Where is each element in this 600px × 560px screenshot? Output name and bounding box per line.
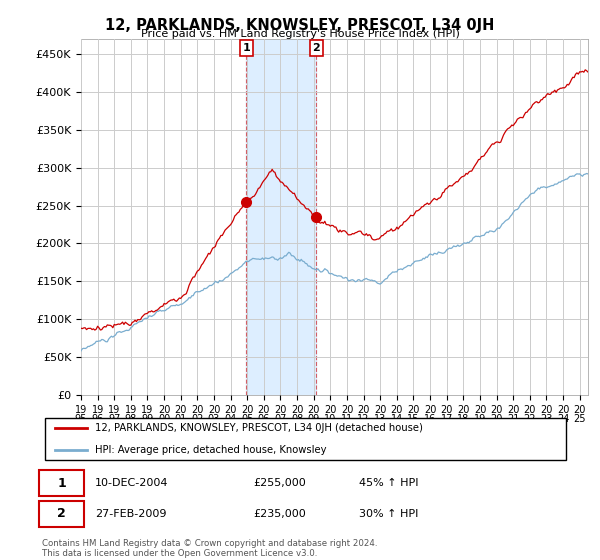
Text: 27-FEB-2009: 27-FEB-2009 [95, 509, 166, 519]
FancyBboxPatch shape [40, 501, 84, 527]
Text: 2: 2 [57, 507, 66, 520]
Bar [246, 39, 316, 395]
Text: HPI: Average price, detached house, Knowsley: HPI: Average price, detached house, Know… [95, 445, 326, 455]
Text: 12, PARKLANDS, KNOWSLEY, PRESCOT, L34 0JH (detached house): 12, PARKLANDS, KNOWSLEY, PRESCOT, L34 0J… [95, 423, 422, 433]
Text: £235,000: £235,000 [253, 509, 306, 519]
Text: 1: 1 [57, 477, 66, 489]
FancyBboxPatch shape [44, 418, 566, 460]
Text: 10-DEC-2004: 10-DEC-2004 [95, 478, 168, 488]
Text: 1: 1 [242, 43, 250, 53]
Text: Price paid vs. HM Land Registry's House Price Index (HPI): Price paid vs. HM Land Registry's House … [140, 29, 460, 39]
Text: 12, PARKLANDS, KNOWSLEY, PRESCOT, L34 0JH: 12, PARKLANDS, KNOWSLEY, PRESCOT, L34 0J… [106, 18, 494, 33]
Text: £255,000: £255,000 [253, 478, 306, 488]
Text: 45% ↑ HPI: 45% ↑ HPI [359, 478, 418, 488]
Text: Contains HM Land Registry data © Crown copyright and database right 2024.
This d: Contains HM Land Registry data © Crown c… [42, 539, 377, 558]
FancyBboxPatch shape [40, 470, 84, 496]
Text: 2: 2 [313, 43, 320, 53]
Text: 30% ↑ HPI: 30% ↑ HPI [359, 509, 418, 519]
